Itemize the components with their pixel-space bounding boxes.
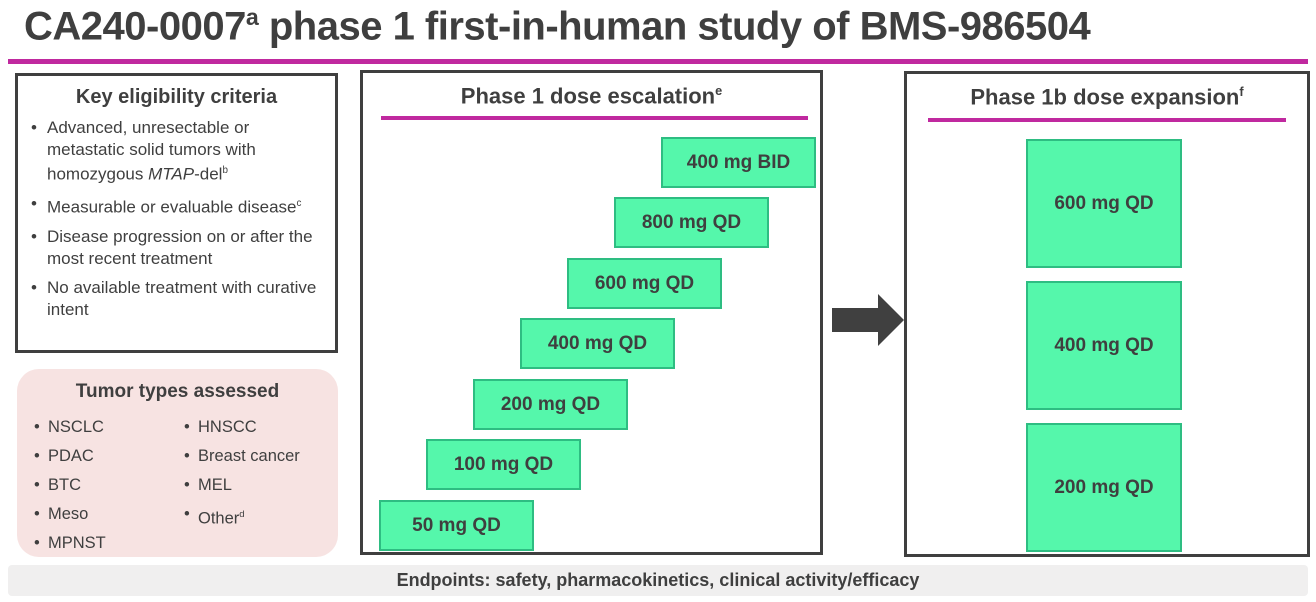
- expansion-box-200mg-qd: 200 mg QD: [1026, 423, 1182, 552]
- tumor-types-column-2: HNSCC Breast cancer MEL Otherd: [183, 413, 333, 558]
- tumor-type-label: Meso: [48, 505, 89, 523]
- dose-expansion-superscript: f: [1239, 84, 1244, 99]
- dose-step-50mg-qd: 50 mg QD: [379, 500, 534, 551]
- tumor-type-label: MEL: [198, 476, 232, 494]
- tumor-type-item: HNSCC: [183, 413, 333, 442]
- dose-step-600mg-qd: 600 mg QD: [567, 258, 722, 309]
- expansion-box-600mg-qd: 600 mg QD: [1026, 139, 1182, 268]
- right-arrow-icon: [832, 294, 904, 346]
- page-title-rest: phase 1 first-in-human study of BMS-9865…: [258, 4, 1091, 49]
- eligibility-item-text: Disease progression on or after the most…: [47, 227, 313, 268]
- eligibility-item: Disease progression on or after the most…: [30, 226, 329, 269]
- page-title-prefix: CA240-0007: [24, 4, 246, 49]
- tumor-type-label: Other: [198, 509, 240, 528]
- tumor-type-label: BTC: [48, 476, 81, 494]
- dose-step-400mg-bid: 400 mg BID: [661, 137, 816, 188]
- eligibility-title: Key eligibility criteria: [75, 86, 278, 108]
- eligibility-item-text: Advanced, unresectable or metastatic sol…: [47, 118, 256, 184]
- dose-expansion-underline: [928, 118, 1286, 122]
- eligibility-item: Measurable or evaluable diseasec: [30, 193, 329, 218]
- eligibility-item-text: -del: [194, 164, 223, 184]
- dose-step-100mg-qd: 100 mg QD: [426, 439, 581, 490]
- tumor-type-item: Breast cancer: [183, 442, 333, 471]
- dose-escalation-title-text: Phase 1 dose escalation: [460, 83, 716, 109]
- tumor-type-item: BTC: [33, 471, 183, 500]
- page-title: CA240-0007a phase 1 first-in-human study…: [24, 4, 1310, 49]
- dose-expansion-title: Phase 1b dose expansionf: [907, 84, 1307, 110]
- tumor-type-item: MPNST: [33, 529, 183, 558]
- tumor-type-item: Meso: [33, 500, 183, 529]
- title-underline: [8, 59, 1308, 64]
- dose-escalation-superscript: e: [715, 83, 723, 98]
- tumor-type-label: HNSCC: [198, 418, 257, 436]
- tumor-type-item: NSCLC: [33, 413, 183, 442]
- endpoints-bar: Endpoints: safety, pharmacokinetics, cli…: [8, 565, 1308, 596]
- dose-expansion-title-text: Phase 1b dose expansion: [970, 84, 1240, 110]
- tumor-type-item: Otherd: [183, 500, 333, 534]
- eligibility-panel: Key eligibility criteria Advanced, unres…: [15, 73, 338, 353]
- dose-escalation-panel: Phase 1 dose escalatione 400 mg BID 800 …: [360, 70, 823, 555]
- dose-expansion-panel: Phase 1b dose expansionf 600 mg QD 400 m…: [904, 71, 1310, 557]
- tumor-types-columns: NSCLC PDAC BTC Meso MPNST HNSCC Breast c…: [33, 413, 338, 558]
- tumor-type-label: NSCLC: [48, 418, 104, 436]
- tumor-type-item: PDAC: [33, 442, 183, 471]
- page-title-superscript: a: [245, 4, 259, 30]
- tumor-type-superscript: d: [239, 509, 245, 520]
- endpoints-text: Endpoints: safety, pharmacokinetics, cli…: [396, 570, 920, 590]
- eligibility-item-text: Measurable or evaluable disease: [47, 197, 297, 217]
- dose-step-400mg-qd: 400 mg QD: [520, 318, 675, 369]
- tumor-type-label: MPNST: [48, 534, 106, 552]
- eligibility-list: Advanced, unresectable or metastatic sol…: [30, 117, 329, 320]
- expansion-box-400mg-qd: 400 mg QD: [1026, 281, 1182, 410]
- tumor-types-column-1: NSCLC PDAC BTC Meso MPNST: [33, 413, 183, 558]
- eligibility-item-superscript: b: [222, 165, 228, 176]
- dose-escalation-title: Phase 1 dose escalatione: [363, 83, 820, 109]
- dose-step-800mg-qd: 800 mg QD: [614, 197, 769, 248]
- tumor-type-label: Breast cancer: [198, 447, 300, 465]
- eligibility-item: No available treatment with curative int…: [30, 277, 329, 320]
- dose-escalation-underline: [381, 116, 808, 120]
- tumor-types-panel: Tumor types assessed NSCLC PDAC BTC Meso…: [17, 369, 338, 558]
- tumor-type-item: MEL: [183, 471, 333, 500]
- eligibility-item: Advanced, unresectable or metastatic sol…: [30, 117, 329, 185]
- tumor-types-title: Tumor types assessed: [75, 381, 280, 402]
- eligibility-item-text: No available treatment with curative int…: [47, 278, 317, 319]
- tumor-type-label: PDAC: [48, 447, 94, 465]
- eligibility-item-superscript: c: [296, 198, 302, 210]
- dose-step-200mg-qd: 200 mg QD: [473, 379, 628, 430]
- eligibility-item-gene: MTAP: [148, 164, 195, 184]
